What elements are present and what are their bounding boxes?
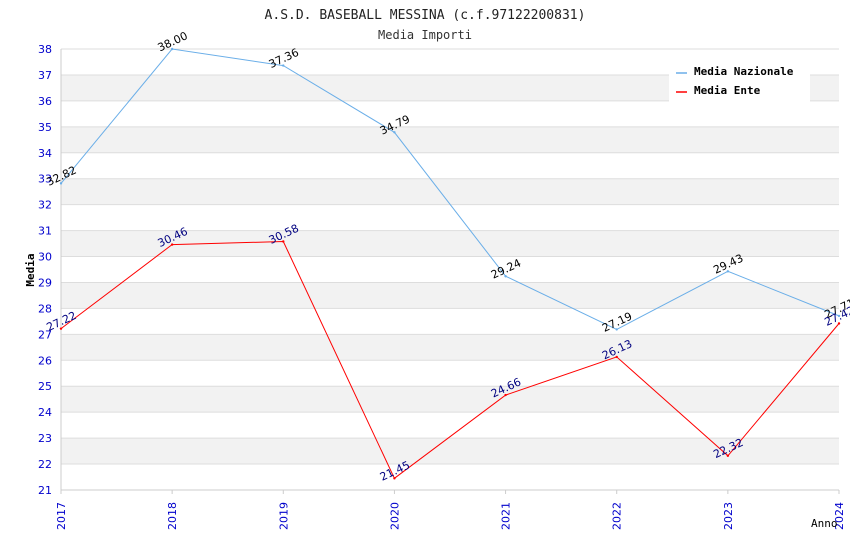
data-point-media-ente [837, 322, 841, 325]
x-tick-label: 2023 [722, 502, 735, 530]
data-point-media-nazionale [282, 64, 285, 67]
grid-band [61, 334, 839, 361]
y-tick-label: 34 [38, 147, 52, 160]
chart-title: A.S.D. BASEBALL MESSINA (c.f.97122200831… [265, 8, 586, 23]
x-tick-label: 2022 [611, 502, 624, 530]
x-tick-label: 2024 [833, 502, 846, 530]
data-point-media-nazionale [837, 314, 841, 318]
x-tick-label: 2018 [166, 502, 179, 530]
series-line-media-ente [60, 240, 840, 480]
y-tick-label: 21 [38, 484, 52, 497]
legend-label-media-nazionale: Media Nazionale [694, 65, 794, 78]
grid-band [61, 126, 839, 153]
data-point-media-nazionale [504, 275, 507, 278]
data-point-media-ente [282, 240, 285, 243]
y-tick-labels: 21 22 23 24 25 26 27 28 29 30 31 32 33 34 35 36 37 38 [38, 43, 52, 497]
legend-label-media-ente: Media Ente [694, 84, 761, 97]
y-tick-label: 36 [38, 95, 52, 108]
grid-band [61, 178, 839, 205]
data-point-media-nazionale [59, 182, 63, 185]
x-tick-label: 2017 [55, 502, 68, 530]
y-tick-label: 35 [38, 121, 52, 134]
data-point-media-ente [59, 327, 63, 330]
x-axis-label: Anno [811, 517, 838, 530]
grid-bands [61, 74, 839, 465]
y-axis-label: Media [24, 253, 37, 286]
x-tick-labels: 2017 2018 2019 2020 2021 2022 2023 2024 [55, 502, 846, 530]
chart-subtitle: Media Importi [378, 28, 472, 42]
legend: Media Nazionale Media Ente [669, 60, 810, 102]
x-tick-label: 2021 [500, 502, 513, 530]
y-tick-label: 26 [38, 354, 52, 367]
data-label-media-nazionale: 29.24 [489, 257, 523, 282]
axes [60, 49, 840, 494]
data-point-media-nazionale [170, 47, 174, 51]
y-tick-label: 23 [38, 432, 52, 445]
y-tick-label: 24 [38, 406, 52, 419]
y-tick-label: 28 [38, 302, 52, 315]
y-tick-label: 33 [38, 173, 52, 186]
data-point-media-nazionale [393, 131, 396, 134]
y-tick-label: 22 [38, 458, 52, 471]
y-tick-label: 27 [38, 328, 52, 341]
grid-band [61, 230, 839, 257]
data-point-media-ente [170, 243, 174, 246]
data-point-media-ente [615, 355, 618, 359]
y-tick-label: 37 [38, 69, 52, 82]
grid-band [61, 438, 839, 465]
series-line-media-nazionale [60, 48, 840, 330]
data-point-media-ente [726, 454, 730, 457]
grid-band [61, 282, 839, 309]
data-point-media-ente [504, 393, 507, 397]
y-tick-label: 25 [38, 380, 52, 393]
data-point-media-ente [393, 477, 396, 480]
legend-box [669, 60, 810, 102]
y-tick-label: 32 [38, 199, 52, 212]
data-point-media-nazionale [615, 328, 618, 331]
series-lines [59, 47, 841, 480]
y-tick-label: 29 [38, 276, 52, 289]
x-tick-label: 2019 [277, 502, 290, 530]
x-tick-label: 2020 [388, 502, 401, 530]
data-label-media-nazionale: 27.19 [600, 310, 634, 335]
y-tick-label: 31 [38, 225, 52, 238]
y-tick-label: 30 [38, 251, 52, 264]
y-tick-label: 38 [38, 43, 52, 56]
grid-band [61, 386, 839, 413]
data-point-media-nazionale [726, 270, 730, 273]
data-label-media-nazionale: 37.36 [267, 46, 301, 71]
